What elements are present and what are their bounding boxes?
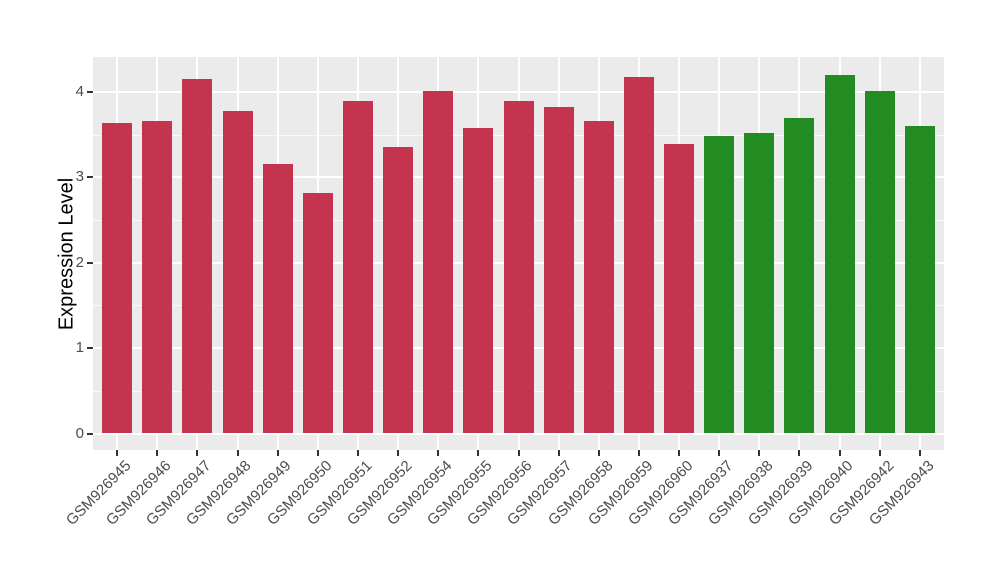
y-tick-mark — [87, 347, 93, 350]
bar — [583, 120, 614, 434]
x-tick-mark — [477, 450, 480, 456]
bar — [864, 91, 895, 434]
x-tick-mark — [276, 450, 279, 456]
x-tick-mark — [116, 450, 119, 456]
bar — [704, 136, 735, 434]
x-tick-mark — [156, 450, 159, 456]
bar — [222, 110, 253, 434]
x-tick-mark — [356, 450, 359, 456]
bar — [744, 132, 775, 434]
bar — [142, 120, 173, 434]
bar — [664, 143, 695, 434]
x-tick-mark — [798, 450, 801, 456]
y-tick-mark — [87, 432, 93, 435]
bar — [784, 117, 815, 434]
bar — [463, 127, 494, 434]
bar — [182, 79, 213, 434]
bar — [904, 126, 935, 434]
bar — [302, 192, 333, 434]
x-tick-mark — [918, 450, 921, 456]
x-tick-mark — [557, 450, 560, 456]
bar — [423, 91, 454, 434]
bar — [623, 76, 654, 434]
y-tick-label: 3 — [75, 168, 84, 186]
bar — [102, 123, 133, 434]
y-tick-label: 2 — [75, 253, 84, 271]
x-tick-mark — [637, 450, 640, 456]
gridline-horizontal-major — [93, 90, 944, 93]
y-tick-label: 4 — [75, 82, 84, 100]
x-tick-mark — [316, 450, 319, 456]
bar — [342, 101, 373, 434]
x-tick-mark — [397, 450, 400, 456]
x-tick-mark — [437, 450, 440, 456]
x-tick-mark — [597, 450, 600, 456]
y-tick-mark — [87, 90, 93, 93]
bar — [383, 147, 414, 434]
x-tick-mark — [878, 450, 881, 456]
y-tick-label: 0 — [75, 424, 84, 442]
x-tick-mark — [718, 450, 721, 456]
x-tick-mark — [236, 450, 239, 456]
bar — [543, 107, 574, 434]
bar — [262, 163, 293, 434]
y-tick-label: 1 — [75, 339, 84, 357]
x-tick-mark — [196, 450, 199, 456]
x-tick-mark — [758, 450, 761, 456]
x-tick-mark — [678, 450, 681, 456]
gridline-horizontal-major — [93, 432, 944, 435]
bar — [824, 74, 855, 434]
x-tick-mark — [838, 450, 841, 456]
bar — [503, 101, 534, 434]
y-tick-mark — [87, 261, 93, 264]
x-tick-mark — [517, 450, 520, 456]
y-tick-mark — [87, 176, 93, 179]
